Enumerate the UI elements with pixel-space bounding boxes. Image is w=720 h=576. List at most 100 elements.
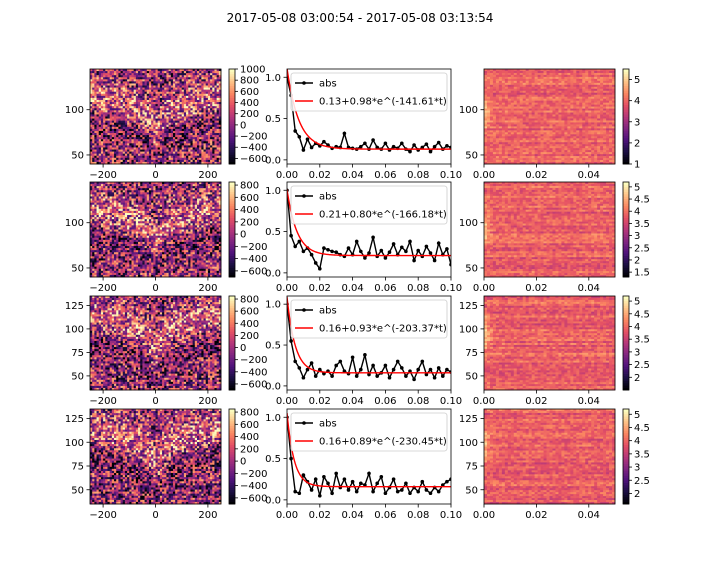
heatmap-cell [201,92,204,94]
heatmap-cell [190,98,193,100]
heatmap-cell [195,81,198,83]
heatmap-cell [107,137,110,139]
heatmap-cell [153,102,156,104]
heatmap-cell [217,114,220,116]
heatmap-cell [210,117,213,119]
heatmap-cell [206,98,209,100]
heatmap-cell [103,104,106,106]
heatmap-cell [208,135,211,137]
heatmap-cell [125,141,128,143]
heatmap-cell [182,79,185,81]
heatmap-cell [204,127,207,129]
heatmap-cell [171,88,174,90]
heatmap-cell [158,150,161,152]
heatmap-cell [114,90,117,92]
heatmap-cell [156,108,159,110]
heatmap-cell [217,158,220,160]
heatmap-cell [101,121,104,123]
heatmap-cell [123,114,126,116]
heatmap-cell [201,108,204,110]
heatmap-cell [149,131,152,133]
abs-data-point [302,148,306,152]
heatmap-cell [204,90,207,92]
heatmap-cell [217,152,220,154]
heatmap-cell [201,150,204,152]
heatmap-cell [206,156,209,158]
abs-data-point [392,145,396,149]
heatmap-cell [212,90,215,92]
heatmap-cell [162,112,165,114]
heatmap-cell [127,110,130,112]
heatmap-cell [210,158,213,160]
heatmap-cell [97,73,100,75]
heatmap-cell [99,141,102,143]
heatmap-cell [153,104,156,106]
heatmap-cell [103,150,106,152]
heatmap-cell [131,156,134,158]
heatmap-cell [92,147,95,149]
heatmap-cell [103,117,106,119]
heatmap-cell [125,98,128,100]
heatmap-cell [136,156,139,158]
heatmap-cell [99,119,102,121]
heatmap-cell [129,114,132,116]
heatmap-cell [210,88,213,90]
heatmap-cell [156,88,159,90]
heatmap-cell [210,98,213,100]
heatmap-cell [164,114,167,116]
heatmap-cell [107,139,110,141]
heatmap-cell [214,100,217,102]
heatmap-cell [145,154,148,156]
colorbar-segment [229,138,235,141]
heatmap-cell [140,77,143,79]
heatmap-cell [147,127,150,129]
heatmap-cell [195,96,198,98]
heatmap-cell [92,119,95,121]
heatmap-cell [110,160,113,162]
heatmap-cell [169,92,172,94]
y-tick-label: 0.0 [265,155,281,166]
heatmap-cell [214,127,217,129]
heatmap-cell [180,114,183,116]
heatmap-cell [140,135,143,137]
heatmap-cell [190,77,193,79]
heatmap-cell [118,98,121,100]
heatmap-cell [177,131,180,133]
heatmap-cell [94,141,97,143]
heatmap-cell [142,141,145,143]
heatmap-cell [97,143,100,145]
heatmap-cell [169,143,172,145]
heatmap-cell [175,137,178,139]
heatmap-cell [197,92,200,94]
heatmap-cell [118,88,121,90]
heatmap-cell [158,110,161,112]
heatmap-cell [180,96,183,98]
heatmap-cell [182,94,185,96]
heatmap-cell [177,114,180,116]
heatmap-cell [164,98,167,100]
heatmap-cell [101,102,104,104]
heatmap-cell [180,92,183,94]
heatmap-cell [199,160,202,162]
heatmap-cell [99,102,102,104]
heatmap-cell [177,102,180,104]
heatmap-cell [131,102,134,104]
heatmap-cell [101,141,104,143]
heatmap-cell [136,114,139,116]
heatmap-cell [127,73,130,75]
heatmap-cell [110,125,113,127]
heatmap-cell [118,129,121,131]
heatmap-cell [204,98,207,100]
heatmap-cell [123,150,126,152]
heatmap-cell [107,71,110,73]
heatmap-cell [94,94,97,96]
heatmap-cell [110,110,113,112]
heatmap-cell [112,81,115,83]
heatmap-cell [103,131,106,133]
heatmap-cell [131,141,134,143]
heatmap-cell [105,147,108,149]
heatmap-cell [214,145,217,147]
heatmap-cell [162,108,165,110]
heatmap-cell [118,90,121,92]
heatmap-cell [147,154,150,156]
